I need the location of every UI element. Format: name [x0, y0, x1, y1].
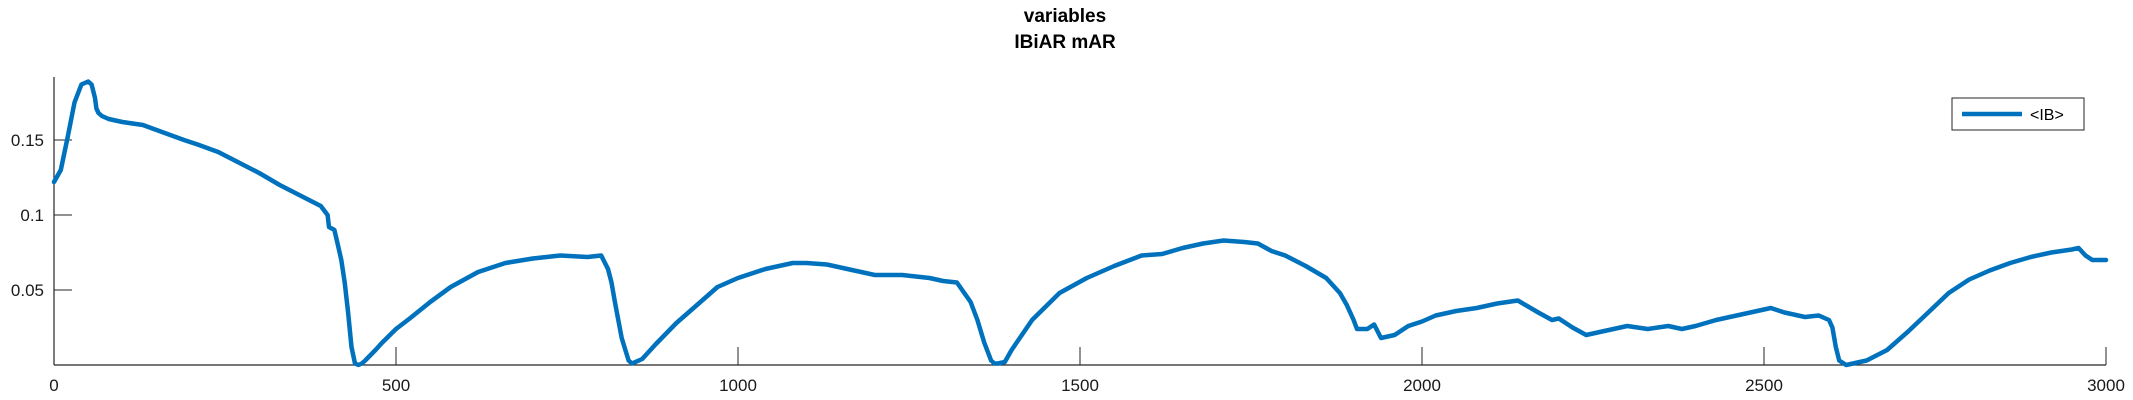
legend-label: <IB>	[2030, 107, 2064, 124]
series-line-0	[51, 79, 2109, 368]
x-tick-label: 500	[382, 376, 410, 395]
plot-area: 0 500 1000 1500 2000 2500 3000 0.05 0.1 0.15	[11, 77, 2125, 395]
x-tick-label: 2500	[1745, 376, 1783, 395]
x-tick-label: 3000	[2087, 376, 2125, 395]
legend: <IB>	[1951, 97, 2085, 131]
x-tick-label: 1500	[1061, 376, 1099, 395]
series-layer	[51, 79, 2109, 368]
y-axis-ticks: 0.05 0.1 0.15	[11, 131, 72, 300]
chart-title: variables	[1024, 6, 1106, 27]
y-tick-label: 0.05	[11, 281, 44, 300]
chart-subtitle: IBiAR mAR	[1014, 32, 1116, 53]
y-tick-label: 0.1	[20, 206, 44, 225]
x-tick-label: 2000	[1403, 376, 1441, 395]
x-tick-label: 1000	[719, 376, 757, 395]
x-axis-ticks: 0 500 1000 1500 2000 2500 3000	[49, 347, 2125, 395]
y-tick-label: 0.15	[11, 131, 44, 150]
x-tick-label: 0	[49, 376, 58, 395]
